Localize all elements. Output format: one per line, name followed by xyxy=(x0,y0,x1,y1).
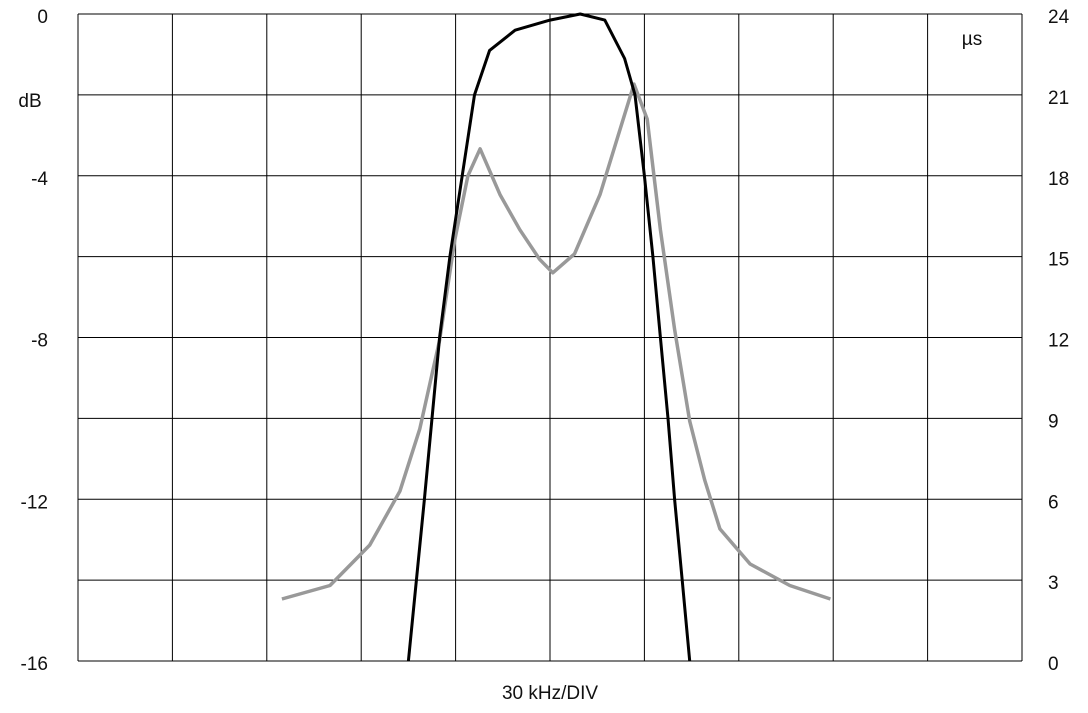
y2-tick-label: 0 xyxy=(1048,654,1059,675)
y2-tick-label: 12 xyxy=(1048,331,1069,352)
y2-axis-label: µs xyxy=(962,29,982,50)
y2-tick-label: 15 xyxy=(1048,250,1069,271)
y2-tick-label: 21 xyxy=(1048,88,1069,109)
y-tick-label: -16 xyxy=(21,654,48,675)
y2-tick-label: 3 xyxy=(1048,573,1059,594)
y-tick-label: -4 xyxy=(31,169,48,190)
y-tick-label: 0 xyxy=(37,7,48,28)
y-tick-label: -12 xyxy=(21,492,48,513)
y2-tick-label: 24 xyxy=(1048,7,1070,28)
y-tick-label: -8 xyxy=(31,331,48,352)
x-axis-label: 30 kHz/DIV xyxy=(502,683,598,704)
y-axis-label: dB xyxy=(18,91,41,112)
data-line xyxy=(281,82,831,601)
y2-tick-label: 6 xyxy=(1048,492,1059,513)
y2-tick-label: 9 xyxy=(1048,411,1059,432)
y2-tick-label: 18 xyxy=(1048,169,1069,190)
data-line xyxy=(406,12,692,662)
